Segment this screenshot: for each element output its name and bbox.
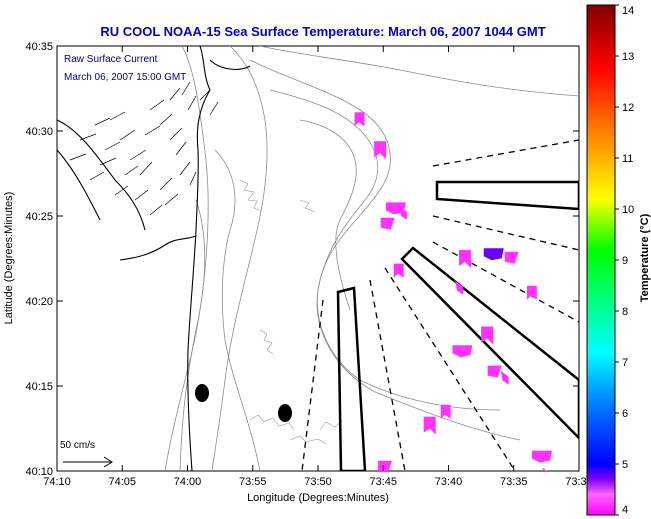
station-marker <box>195 384 209 402</box>
survey-lines <box>301 139 579 471</box>
y-axis: 40:35 40:30 40:25 40:20 40:15 40:10 <box>25 41 579 478</box>
colorbar-tick-label: 13 <box>622 51 634 63</box>
sst-patch <box>393 263 404 278</box>
sst-patch <box>380 217 395 230</box>
sst-patch <box>526 285 537 300</box>
annotation-line-2: March 06, 2007 15:00 GMT <box>64 72 186 83</box>
x-tick-label: 73:40 <box>435 476 463 488</box>
y-tick-label: 40:20 <box>25 296 53 308</box>
colorbar-tick-label: 12 <box>622 102 634 114</box>
annotation-line-1: Raw Surface Current <box>64 54 158 65</box>
x-tick-label: 73:35 <box>500 476 528 488</box>
x-tick-label: 74:00 <box>174 476 202 488</box>
x-tick-label: 73:45 <box>369 476 397 488</box>
x-tick-label: 74:05 <box>108 476 136 488</box>
scale-label: 50 cm/s <box>60 440 95 451</box>
y-tick-label: 40:35 <box>25 41 53 53</box>
coastline <box>57 46 251 471</box>
colorbar-tick-label: 10 <box>622 204 634 216</box>
x-axis: 74:10 74:05 74:00 73:55 73:50 73:45 73:40 73:35… <box>43 46 593 488</box>
sst-patch <box>542 467 547 471</box>
x-tick-label: 73:30 <box>565 476 593 488</box>
sst-patches <box>354 112 553 471</box>
station-marker <box>278 404 292 422</box>
sst-patch <box>374 141 387 160</box>
y-axis-label: Latitude (Degrees:Minutes) <box>3 192 15 325</box>
current-vectors <box>69 81 219 216</box>
colorbar-tick-label: 8 <box>622 306 628 318</box>
colorbar-label: Temperature (°C) <box>639 213 651 302</box>
sst-patch <box>378 460 393 471</box>
colorbar-tick-label: 6 <box>622 408 628 420</box>
chart-title: RU COOL NOAA-15 Sea Surface Temperature:… <box>100 24 545 39</box>
sst-patch <box>500 370 509 385</box>
sst-patch <box>483 248 504 261</box>
bathymetry-contours <box>164 46 579 471</box>
y-tick-label: 40:10 <box>25 466 53 478</box>
sst-patch <box>452 345 473 358</box>
sst-patch <box>504 251 519 264</box>
colorbar-tick-label: 5 <box>622 459 628 471</box>
y-tick-label: 40:30 <box>25 126 53 138</box>
sst-patch <box>455 280 464 295</box>
sst-patch <box>458 250 471 268</box>
x-axis-label: Longitude (Degrees:Minutes) <box>247 492 389 504</box>
colorbar <box>586 4 616 516</box>
colorbar-tick-label: 7 <box>622 357 628 369</box>
colorbar-tick-label: 9 <box>622 255 628 267</box>
colorbar-ticks: 4 5 6 7 8 9 10 11 12 13 14 <box>615 4 634 516</box>
x-tick-label: 74:10 <box>43 476 71 488</box>
y-tick-label: 40:25 <box>25 211 53 223</box>
x-tick-label: 73:55 <box>239 476 267 488</box>
sst-patch <box>481 326 494 345</box>
colorbar-tick-label: 14 <box>622 5 634 17</box>
colorbar-tick-label: 4 <box>622 504 628 516</box>
sst-patch <box>487 365 502 378</box>
sst-patch <box>532 450 553 463</box>
sst-patch <box>354 112 365 127</box>
sst-patch <box>398 205 407 220</box>
y-tick-label: 40:15 <box>25 381 53 393</box>
x-tick-label: 73:50 <box>304 476 332 488</box>
colorbar-tick-label: 11 <box>622 153 633 165</box>
scale-arrow <box>63 456 113 468</box>
sst-patch <box>423 416 436 435</box>
sst-patch <box>440 404 451 419</box>
